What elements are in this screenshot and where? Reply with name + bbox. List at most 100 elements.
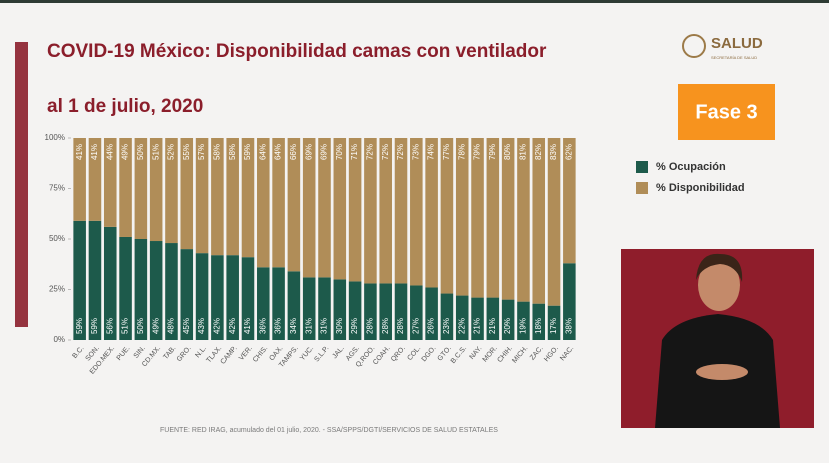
bar-segment	[394, 283, 408, 340]
bar-segment	[440, 293, 454, 340]
value-label: 30%	[335, 318, 344, 334]
bar-segment	[425, 138, 438, 288]
value-label: 51%	[151, 144, 160, 160]
bar-segment	[563, 138, 576, 264]
value-label: 70%	[335, 144, 344, 160]
bar-segment	[364, 283, 377, 340]
value-label: 49%	[151, 318, 160, 334]
legend-swatch	[636, 161, 648, 173]
value-label: 43%	[197, 318, 206, 334]
bar-segment	[379, 138, 392, 284]
bar-segment	[134, 239, 148, 340]
bar-segment	[455, 295, 469, 340]
interpreter-face	[698, 259, 740, 311]
bar-segment	[149, 138, 163, 242]
value-label: 28%	[381, 318, 390, 334]
bar-segment	[119, 138, 132, 237]
bar-segment	[272, 267, 285, 340]
logo-emblem	[682, 34, 706, 58]
value-label: 41%	[90, 144, 99, 160]
value-label: 21%	[473, 318, 482, 334]
y-tick-label: 50%	[49, 234, 65, 243]
bar-segment	[103, 226, 117, 340]
bar-segment	[119, 236, 132, 340]
bar-segment	[532, 303, 546, 340]
y-tick-label: 100%	[45, 133, 65, 142]
value-label: 41%	[243, 318, 252, 334]
bar-segment	[211, 255, 224, 340]
footer-source: FUENTE: RED IRAG, acumulado del 01 julio…	[160, 427, 498, 434]
phase-box	[678, 84, 775, 140]
bar-segment	[149, 241, 163, 340]
bar-segment	[287, 271, 301, 340]
bar-segment	[180, 138, 194, 250]
bar-segment	[103, 138, 117, 227]
value-label: 23%	[442, 318, 451, 334]
value-label: 79%	[473, 144, 482, 160]
value-label: 42%	[212, 318, 221, 334]
y-tick-label: 25%	[49, 285, 65, 294]
value-label: 44%	[105, 144, 114, 160]
value-label: 48%	[167, 318, 176, 334]
value-label: 58%	[228, 144, 237, 160]
value-label: 50%	[136, 318, 145, 334]
value-label: 20%	[503, 318, 512, 334]
chart-subtitle: al 1 de julio, 2020	[47, 96, 203, 117]
bar-segment	[486, 297, 500, 340]
value-label: 66%	[289, 144, 298, 160]
value-label: 38%	[564, 318, 573, 334]
value-label: 29%	[350, 318, 359, 334]
value-label: 26%	[427, 318, 436, 334]
value-label: 78%	[457, 144, 466, 160]
legend-swatch	[636, 182, 648, 194]
bar-segment	[211, 138, 224, 256]
value-label: 55%	[182, 144, 191, 160]
bar-segment	[348, 138, 362, 282]
logo-subtitle: SECRETARÍA DE SALUD	[711, 55, 757, 60]
bar-segment	[364, 138, 377, 284]
value-label: 51%	[121, 318, 130, 334]
value-label: 72%	[381, 144, 390, 160]
bar-segment	[517, 138, 530, 302]
value-label: 41%	[75, 144, 84, 160]
bar-segment	[302, 277, 316, 340]
value-label: 80%	[503, 144, 512, 160]
bar-segment	[241, 138, 255, 258]
interpreter-hands	[696, 364, 748, 380]
value-label: 28%	[396, 318, 405, 334]
value-label: 62%	[564, 144, 573, 160]
bar-segment	[241, 257, 255, 340]
bar-segment	[517, 301, 530, 340]
bar-segment	[486, 138, 500, 298]
value-label: 21%	[488, 318, 497, 334]
value-label: 79%	[488, 144, 497, 160]
bar-segment	[318, 277, 331, 340]
bar-segment	[195, 138, 209, 254]
value-label: 59%	[75, 318, 84, 334]
interpreter-hair	[696, 253, 743, 282]
phase-label: Fase 3	[695, 101, 757, 123]
value-label: 49%	[121, 144, 130, 160]
bar-segment	[73, 220, 86, 340]
value-label: 36%	[258, 318, 267, 334]
value-label: 59%	[243, 144, 252, 160]
value-label: 50%	[136, 144, 145, 160]
value-label: 45%	[182, 318, 191, 334]
legend-label: % Disponibilidad	[656, 182, 745, 194]
value-label: 73%	[411, 144, 420, 160]
value-label: 72%	[366, 144, 375, 160]
value-label: 69%	[304, 144, 313, 160]
bar-segment	[73, 138, 86, 221]
value-label: 74%	[427, 144, 436, 160]
bar-segment	[532, 138, 546, 304]
value-label: 59%	[90, 318, 99, 334]
interpreter-video	[621, 249, 814, 428]
value-label: 58%	[212, 144, 221, 160]
bar-segment	[134, 138, 148, 239]
bar-segment	[471, 297, 484, 340]
accent-bar	[15, 42, 28, 327]
bar-segment	[455, 138, 469, 296]
value-label: 31%	[304, 318, 313, 334]
value-label: 17%	[549, 318, 558, 334]
